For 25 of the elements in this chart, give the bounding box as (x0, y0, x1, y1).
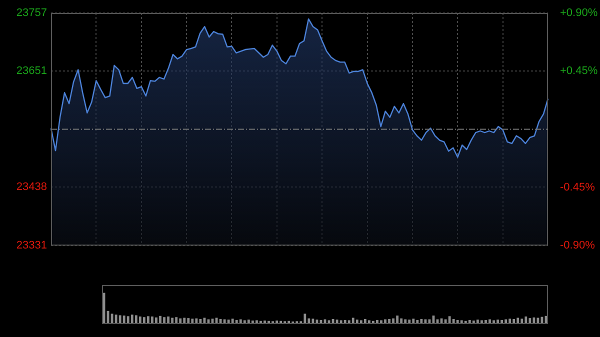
bar (138, 316, 142, 324)
y-tick-label: 23757 (16, 7, 47, 20)
y2-tick-label: -0.90% (560, 240, 596, 252)
y2-tick-label: +0.90% (560, 7, 598, 20)
bar (142, 317, 146, 324)
bar (147, 316, 150, 324)
bar (448, 316, 451, 324)
bar (524, 316, 528, 324)
bar (175, 317, 178, 324)
bar (396, 316, 399, 324)
y2-tick-label: +0.45% (560, 65, 598, 78)
bar (110, 314, 114, 324)
bar (163, 317, 166, 324)
bar (167, 316, 170, 324)
bar (122, 316, 126, 324)
bar (304, 314, 306, 324)
y2-tick-label: -0.45% (560, 181, 596, 194)
bar (151, 316, 154, 324)
y-tick-label: 23331 (16, 240, 47, 252)
y-tick-label: 23651 (16, 64, 47, 77)
bar (159, 316, 162, 324)
bar (114, 314, 118, 324)
y-tick-label: 23438 (16, 181, 47, 194)
bar (130, 314, 134, 324)
bar (126, 316, 130, 324)
